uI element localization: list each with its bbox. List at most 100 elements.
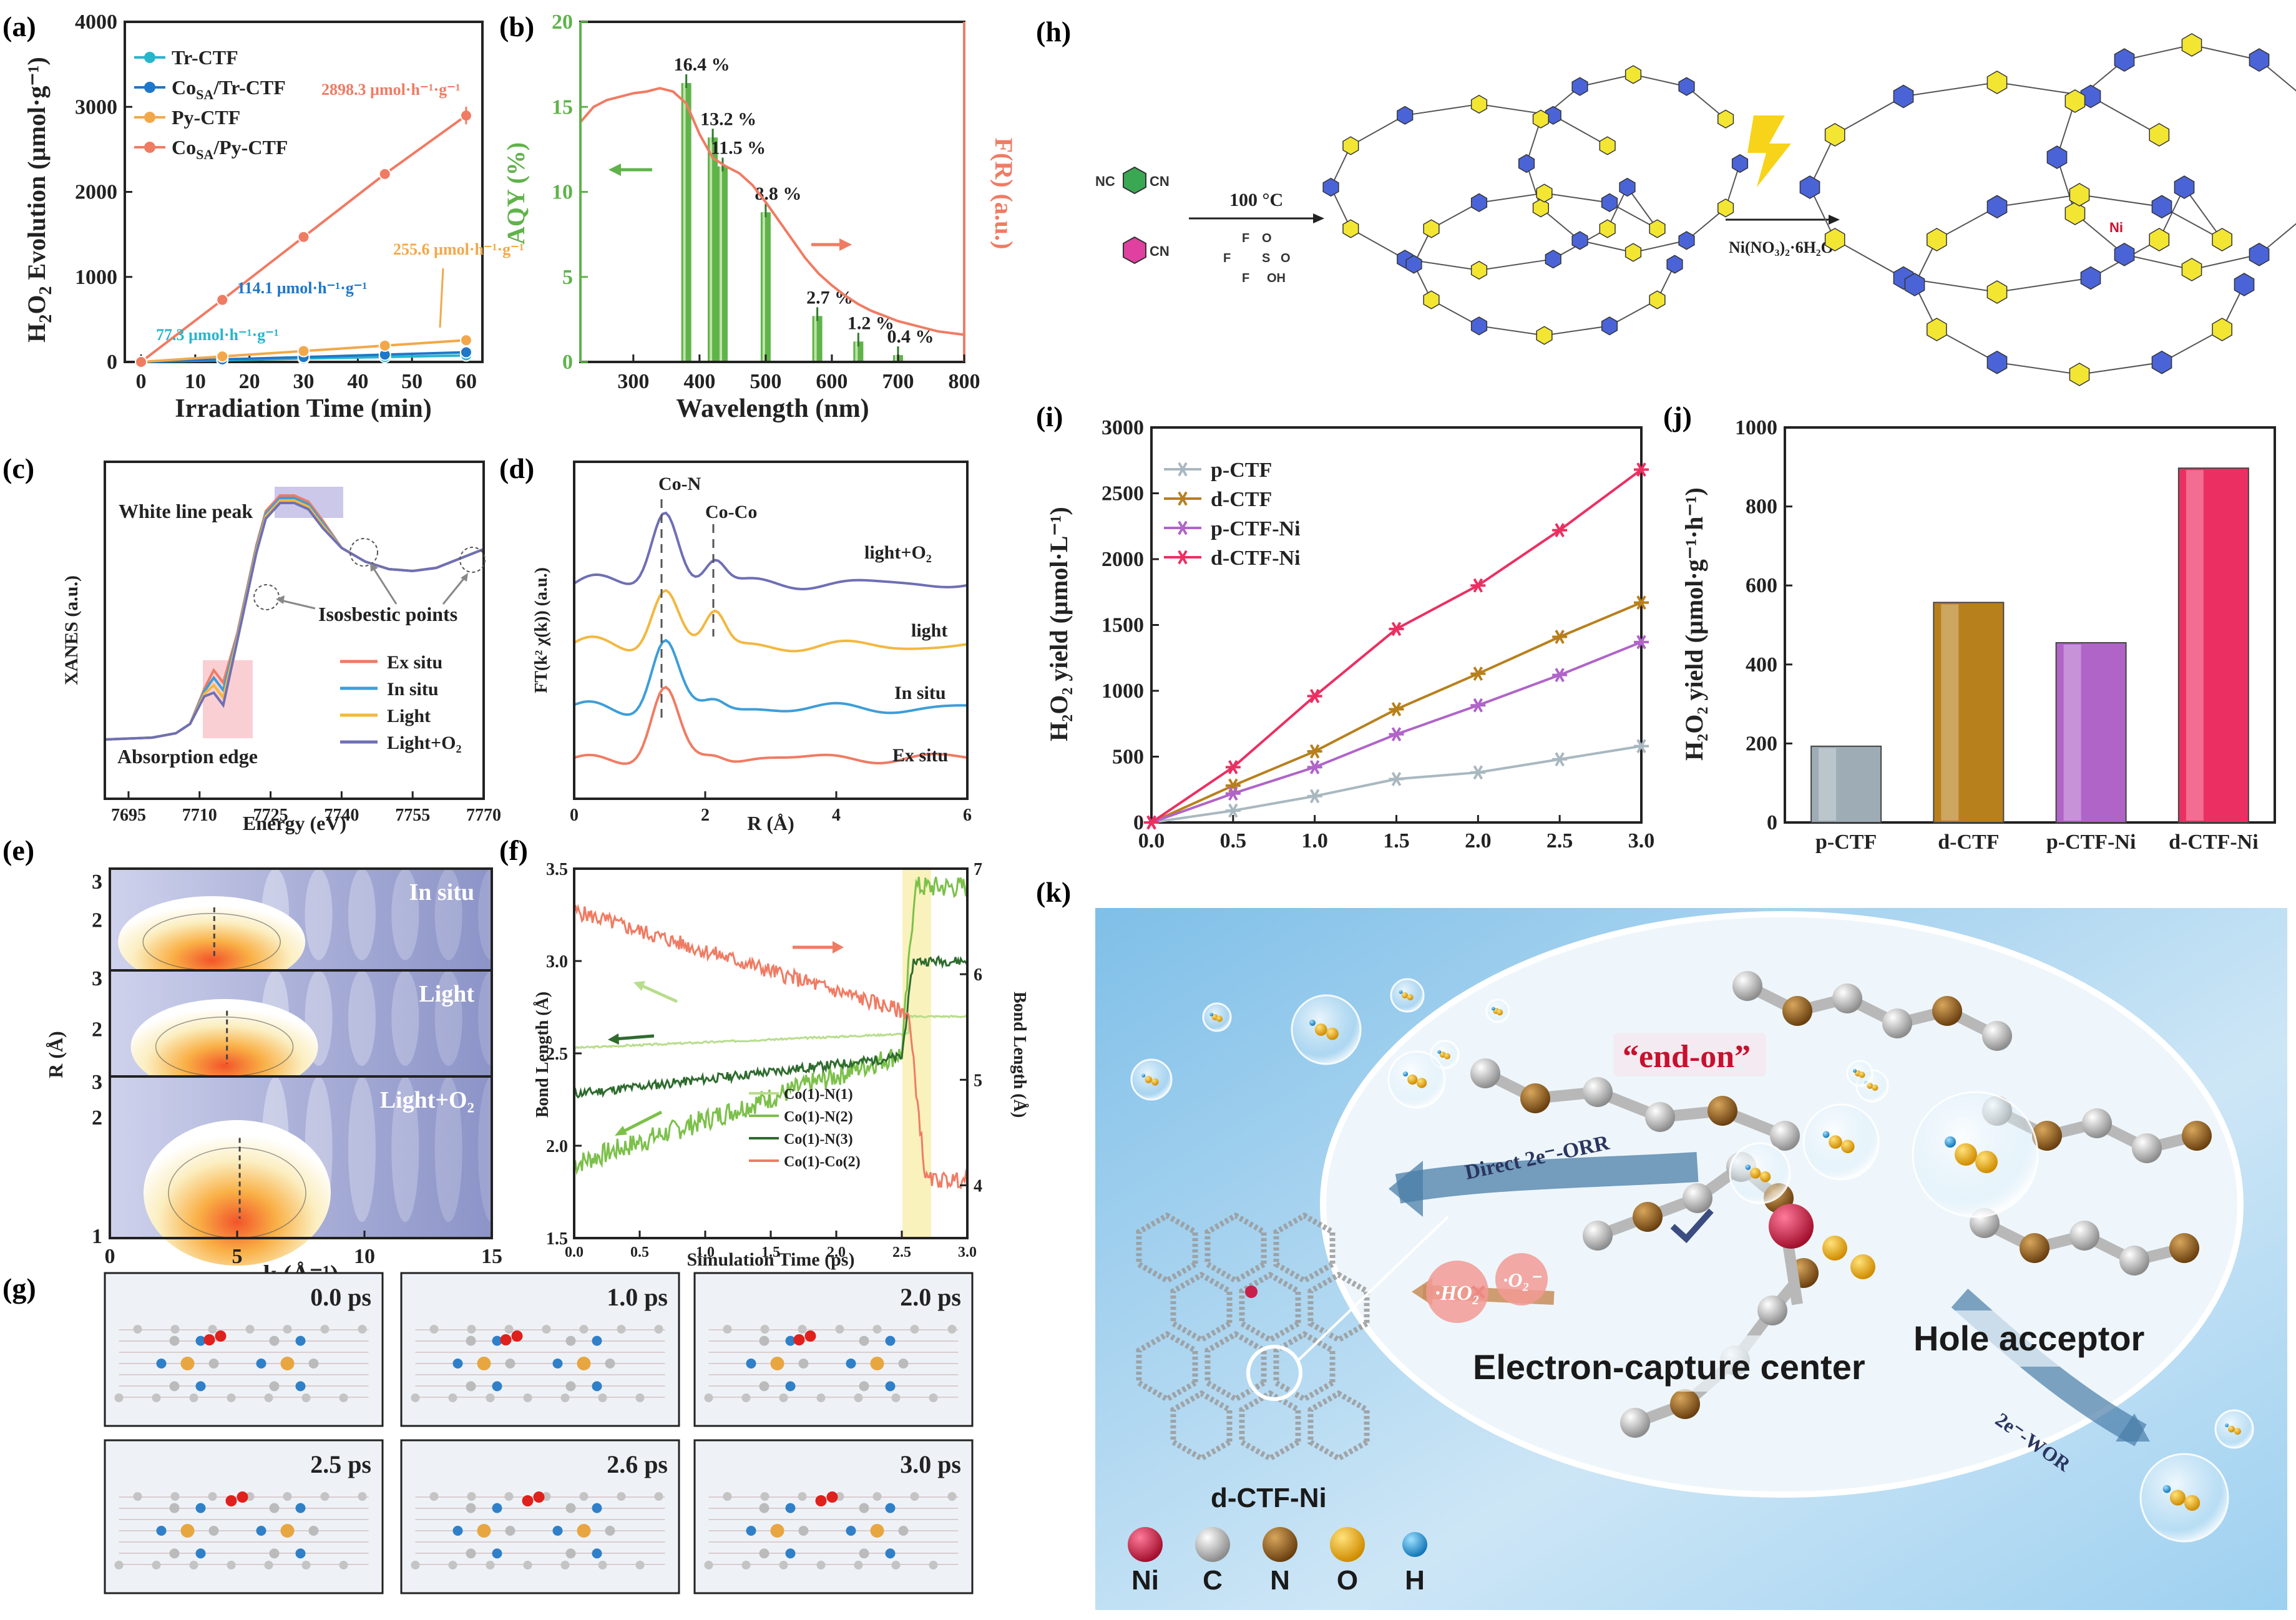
svg-text:F: F	[1242, 271, 1249, 285]
e-row-label: In situ	[409, 879, 474, 905]
a-ytick-label: 2000	[75, 181, 117, 204]
i-marker-stroke	[1473, 698, 1483, 713]
i-star-marker	[1634, 739, 1649, 754]
f-xtick-label: 3.0	[958, 1244, 977, 1261]
a-ytick-label: 4000	[75, 11, 117, 34]
g-atom	[283, 1325, 292, 1334]
f-y2tick-label: 6	[974, 965, 982, 985]
k-c-atom	[2082, 1108, 2112, 1138]
h-bond	[2079, 194, 2162, 208]
isosbestic-label: Isosbestic points	[318, 603, 457, 625]
e-xtick-label: 15	[481, 1245, 502, 1268]
a-legend-marker	[144, 82, 155, 93]
g-frame-time: 2.5 ps	[310, 1450, 371, 1478]
k-c-atom	[1770, 1121, 1800, 1151]
g-atom	[504, 1492, 514, 1501]
g-atom	[195, 1381, 206, 1392]
i-marker-stroke	[1391, 771, 1402, 786]
a-rate-label: 2898.3 µmol·h⁻¹·g⁻¹	[321, 81, 461, 99]
h-ni-label: Ni	[2109, 220, 2123, 235]
a-point	[378, 167, 391, 180]
k-o-atom	[1326, 1027, 1339, 1040]
h-triazine-ring	[1824, 228, 1845, 251]
e-hotspot	[144, 1120, 331, 1266]
o2-label: ·O₂⁻	[1503, 1269, 1541, 1291]
g-o-atom	[215, 1330, 227, 1342]
k-c-atom	[1583, 1221, 1613, 1251]
g-frame-box	[693, 1272, 974, 1427]
g-atom	[295, 1503, 306, 1513]
panel-c-ylabel: XANES (a.u.)	[61, 575, 82, 685]
b-bar	[760, 212, 771, 362]
i-legend-label: p-CTF-Ni	[1211, 517, 1301, 540]
a-xtick-label: 0	[136, 370, 147, 393]
k-n-atom	[1707, 1096, 1737, 1126]
j-bar-highlight	[2063, 644, 2081, 821]
b-bar-highlight	[710, 137, 713, 363]
b-xtick-label: 800	[949, 370, 980, 393]
g-atom	[429, 1492, 439, 1501]
h-triazine-ring	[2149, 228, 2170, 251]
h-phenyl-ring	[2249, 48, 2270, 72]
h-bond	[1580, 240, 1634, 253]
k-o-atom	[1145, 1076, 1152, 1083]
i-ytick-label: 2000	[1102, 548, 1144, 571]
panel-f-xlabel: Simulation Time (ps)	[687, 1249, 855, 1270]
panel-h: (h) NC CN CN 100 °C F F F S O O OH Ni(NO…	[1036, 16, 2296, 386]
i-marker-stroke	[1636, 739, 1646, 754]
f-xtick-label: 1.0	[696, 1244, 715, 1261]
orr-arrow	[1395, 1152, 1699, 1204]
h-bond	[1478, 325, 1545, 336]
svg-text:O: O	[1262, 232, 1272, 245]
h-bond	[1478, 192, 1545, 203]
j-bar-highlight	[2186, 470, 2204, 821]
g-atom	[466, 1381, 476, 1392]
i-star-marker	[1470, 666, 1486, 681]
b-xtick-label: 700	[882, 370, 914, 393]
k-o-atom	[1216, 1015, 1223, 1022]
panel-d-label: (d)	[499, 452, 534, 484]
h-triazine-ring	[1536, 183, 1553, 203]
k-o-atom	[1829, 1135, 1842, 1149]
g-atom	[195, 1335, 206, 1346]
h-phenyl-ring	[1619, 177, 1636, 197]
k-n-atom	[1520, 1083, 1550, 1113]
g-atom	[133, 1492, 142, 1501]
g-atom	[760, 1492, 769, 1501]
g-co-atom	[770, 1524, 784, 1538]
b-bar	[681, 83, 691, 362]
k-legend-label: O	[1337, 1565, 1358, 1596]
g-atom	[885, 1335, 896, 1346]
h-triazine-ring	[1824, 123, 1845, 147]
i-star-marker	[1225, 786, 1241, 801]
i-star-marker	[1634, 635, 1649, 650]
h-phenyl-ring	[1571, 77, 1588, 96]
k-n-atom	[1782, 996, 1812, 1026]
i-marker-stroke	[1146, 815, 1156, 830]
g-atom	[295, 1548, 306, 1559]
c-legend-label: Light	[387, 706, 431, 726]
h-phenyl-ring	[2080, 84, 2101, 109]
a-xtick-label: 40	[347, 370, 368, 393]
g-atom	[208, 1526, 219, 1536]
e-map-lobe	[434, 869, 462, 960]
g-atom	[592, 1548, 602, 1559]
h-triazine-ring	[1649, 290, 1666, 310]
g-atom	[169, 1503, 180, 1513]
h-triazine-ring	[1599, 219, 1616, 238]
g-frame-box	[104, 1439, 384, 1594]
k-molecule-bubble	[1291, 994, 1362, 1065]
h-bond	[2090, 95, 2160, 135]
i-star-marker	[1225, 778, 1241, 793]
g-atom	[411, 1561, 420, 1569]
i-marker-stroke	[1636, 462, 1646, 477]
h-bond	[1996, 277, 2091, 293]
i-marker-stroke	[1309, 789, 1320, 804]
i-star-marker	[1389, 702, 1404, 716]
g-atom	[448, 1561, 457, 1569]
f-legend-label: Co(1)-N(1)	[784, 1086, 853, 1103]
h-bond	[1903, 82, 1998, 97]
panel-f-label: (f)	[499, 834, 528, 866]
g-atom	[269, 1503, 280, 1513]
g-atom	[846, 1359, 856, 1369]
